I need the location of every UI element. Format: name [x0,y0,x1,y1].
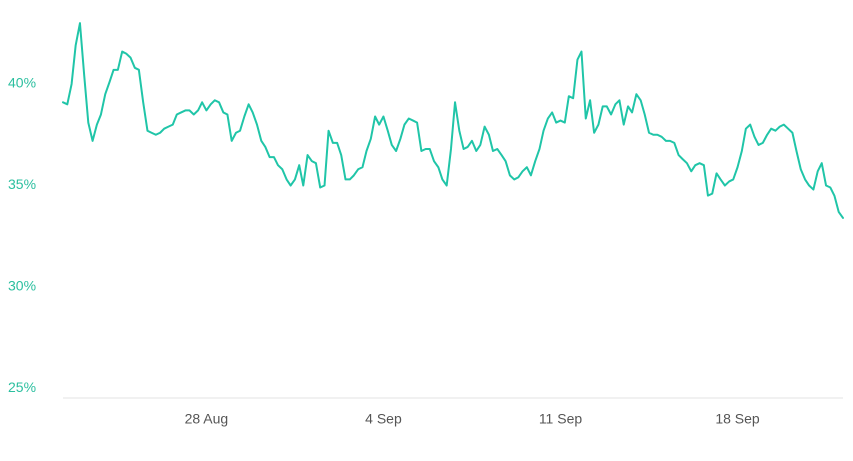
y-tick-label: 30% [8,278,36,294]
x-tick-label: 11 Sep [539,411,583,427]
data-line [62,22,844,219]
x-tick-label: 28 Aug [185,411,229,427]
x-tick-label: 4 Sep [365,411,402,427]
y-tick-label: 25% [8,379,36,395]
y-tick-label: 35% [8,176,36,192]
y-tick-label: 40% [8,75,36,91]
x-tick-label: 18 Sep [715,411,760,427]
